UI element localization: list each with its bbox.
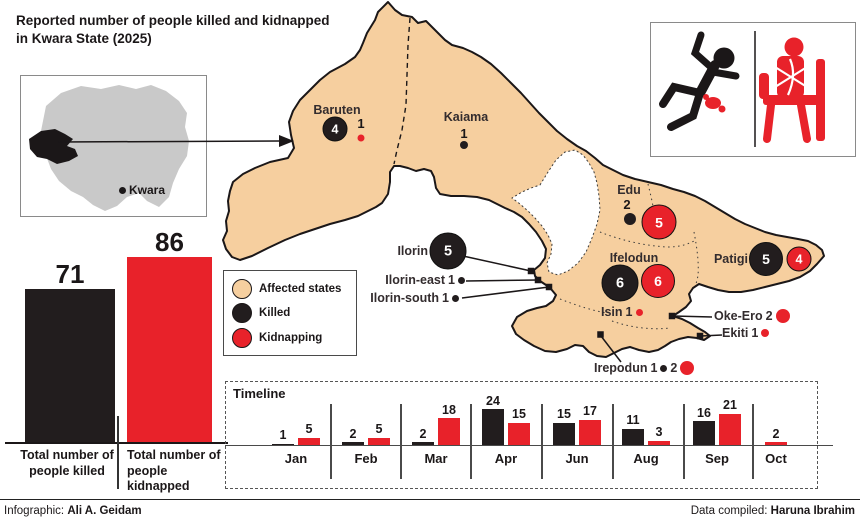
map-label-ifelodun: Ifelodun [609, 251, 659, 265]
inset-kwara-text: Kwara [129, 183, 166, 197]
total-kidnapped-value: 86 [155, 227, 184, 258]
totals-baseline [5, 442, 228, 444]
ilorin-east-killed-dot [458, 276, 465, 284]
isin-kidnapped-count: 1 [625, 305, 633, 319]
patigi-kidnapped-bubble: 4 [786, 246, 812, 272]
map-label-ilorin-east: Ilorin-east 1 [373, 273, 465, 287]
irepodun-name: Irepodun [594, 361, 648, 375]
map-label-ilorin-south: Ilorin-south 1 [361, 291, 459, 305]
footer-divider [0, 499, 860, 501]
ilorin-east-killed-count: 1 [448, 273, 455, 287]
kidnapping-swatch-icon [232, 327, 252, 348]
title-line-2: in Kwara State (2025) [16, 30, 152, 46]
map-label-isin: Isin 1 [601, 305, 643, 319]
nigeria-outline-shape [41, 85, 189, 211]
leader-lines [461, 255, 723, 363]
footer-credit-infographic: Infographic: Ali A. Geidam [4, 505, 142, 517]
kaiama-killed-dot [460, 141, 468, 149]
ilorin-south-killed-count: 1 [442, 291, 449, 305]
ifelodun-kidnapped-bubble: 6 [641, 264, 675, 298]
map-label-kaiama: Kaiama [443, 110, 489, 124]
edu-killed-count: 2 [623, 197, 631, 212]
legend-label-killed: Killed [259, 307, 291, 319]
map-label-ilorin: Ilorin [397, 244, 428, 258]
total-killed-value: 71 [55, 259, 85, 290]
affected-states-swatch-icon [232, 278, 252, 299]
footer-right-label: Data compiled: [690, 505, 768, 517]
kaiama-killed-count: 1 [460, 126, 468, 141]
legend-label-affected: Affected states [259, 282, 342, 295]
footer-credit-data: Data compiled: Haruna Ibrahim [691, 505, 855, 517]
irepodun-killed-dot [660, 364, 668, 372]
baruten-kidnapped-dot [357, 134, 365, 142]
isin-name: Isin [601, 305, 623, 319]
isin-kidnapped-dot [635, 308, 643, 316]
footer-left-name: Ali A. Geidam [67, 505, 142, 517]
ekiti-kidnapped-dot [761, 329, 770, 337]
totals-divider [117, 416, 119, 489]
ilorin-south-name: Ilorin-south [370, 291, 440, 305]
baruten-kidnapped-count: 1 [357, 116, 365, 131]
map-label-edu: Edu [617, 183, 641, 197]
map-label-ekiti: Ekiti 1 [722, 326, 770, 340]
nigeria-inset-map: Kwara [20, 75, 207, 217]
ekiti-name: Ekiti [722, 326, 749, 340]
baruten-killed-bubble: 4 [322, 116, 348, 142]
killed-person-icon [659, 31, 740, 131]
ilorin-east-name: Ilorin-east [385, 273, 446, 287]
oke-ero-kidnapped-dot [775, 309, 790, 323]
baruten-kaiama-border [393, 17, 411, 165]
irepodun-kidnapped-dot [680, 361, 695, 375]
map-legend: Affected states Killed Kidnapping [223, 270, 357, 356]
map-label-oke-ero: Oke-Ero 2 [714, 309, 790, 323]
edu-kidnapped-bubble: 5 [641, 204, 677, 240]
total-killed-label: Total number of people killed [20, 448, 114, 478]
legend-item-affected: Affected states [232, 278, 356, 299]
unaffected-area-shape [511, 149, 601, 276]
ilorin-south-killed-dot [452, 294, 459, 302]
kidnapped-person-icon [759, 37, 825, 143]
title-line-1: Reported number of people killed and kid… [16, 13, 330, 28]
legend-item-kidnapping: Kidnapping [232, 327, 356, 348]
nigeria-map-art [29, 85, 189, 211]
patigi-killed-bubble: 5 [749, 242, 783, 276]
kwara-highlight-shape [29, 129, 78, 164]
page-title: Reported number of people killed and kid… [16, 12, 330, 47]
total-kidnapped-label: Total number of people kidnapped [127, 448, 221, 494]
timeline-title: Timeline [233, 386, 286, 401]
ilorin-killed-bubble: 5 [429, 232, 467, 270]
inset-kwara-label: Kwara [119, 183, 165, 197]
map-label-irepodun: Irepodun 1 2 [594, 361, 695, 375]
oke-ero-name: Oke-Ero [714, 309, 763, 323]
incident-icons-box [650, 22, 856, 157]
irepodun-killed-count: 1 [650, 361, 658, 375]
ifelodun-killed-bubble: 6 [601, 264, 639, 302]
killed-swatch-icon [232, 303, 252, 323]
kwara-dot-icon [119, 186, 126, 194]
map-label-baruten: Baruten [313, 103, 361, 117]
total-killed-bar [25, 289, 115, 442]
total-kidnapped-bar [127, 257, 212, 442]
map-label-patigi: Patigi [713, 252, 748, 266]
timeline-box [225, 381, 818, 489]
footer-left-label: Infographic: [4, 505, 65, 517]
footer-right-name: Haruna Ibrahim [770, 505, 855, 517]
oke-ero-kidnapped-count: 2 [765, 309, 773, 323]
legend-item-killed: Killed [232, 303, 356, 323]
incident-icons-art [659, 31, 825, 147]
legend-label-kidnapping: Kidnapping [259, 331, 323, 344]
ekiti-kidnapped-count: 1 [751, 326, 759, 340]
irepodun-kidnapped-count: 2 [670, 361, 678, 375]
edu-killed-dot [624, 213, 636, 225]
